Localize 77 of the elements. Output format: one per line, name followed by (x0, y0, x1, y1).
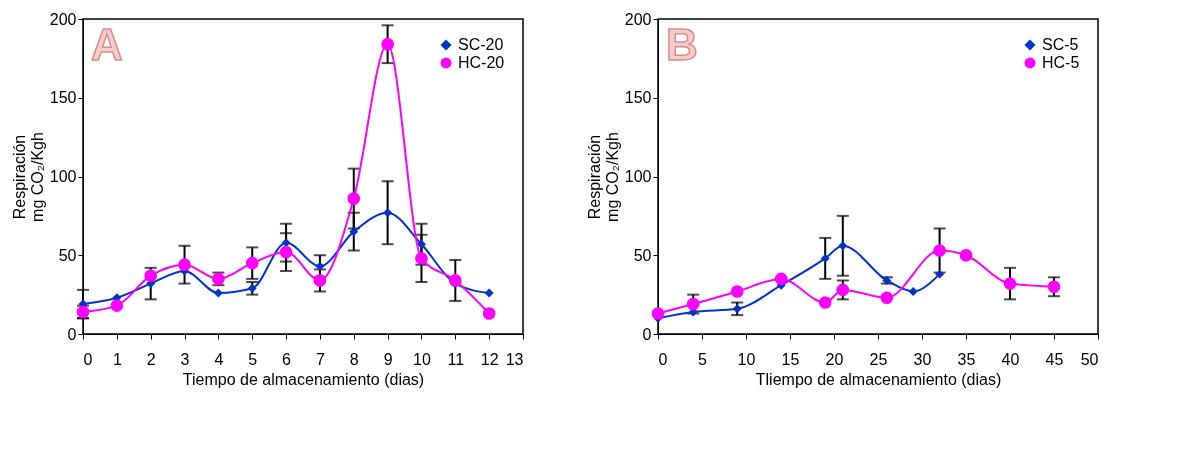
point (110, 299, 124, 312)
y-axis-title: Respiración mg CO₂/Kgh (585, 132, 621, 222)
y-tick-label: 50 (633, 246, 652, 264)
legend-label: SC-5 (1042, 36, 1079, 53)
x-tick-label: 12 (480, 350, 499, 368)
y-tick-label: 150 (624, 89, 652, 107)
legend-label: HC-5 (1042, 54, 1080, 71)
x-tick-label: 6 (282, 350, 292, 368)
x-tick-label: 0 (658, 350, 668, 368)
x-tick-label: 35 (957, 350, 976, 368)
legend-label: SC-20 (458, 36, 504, 53)
point (959, 248, 973, 262)
point (836, 283, 850, 297)
point (908, 287, 918, 296)
y-axis-title: Respiración mg CO₂/Kgh (10, 132, 46, 222)
point (820, 253, 830, 263)
point (347, 192, 361, 205)
point (484, 288, 494, 298)
point (482, 307, 496, 320)
y-tick-label: 0 (642, 325, 652, 343)
point (144, 269, 158, 283)
x-tick-label: 7 (315, 350, 325, 368)
point (213, 288, 223, 298)
x-axis-title: Tiempo de almacenamiento (dias) (182, 370, 425, 388)
y-tick-label: 200 (49, 10, 77, 28)
y-tick-label: 200 (624, 10, 652, 28)
y-tick-label: 100 (49, 168, 77, 185)
x-tick-label: 13 (505, 350, 524, 368)
x-tick-label: 10 (737, 350, 756, 368)
x-tick-label: 1 (112, 350, 122, 368)
x-tick-label: 0 (83, 350, 93, 368)
y-tick-label: 100 (624, 168, 652, 185)
point (415, 252, 428, 265)
chart-title: A (91, 20, 123, 69)
point (818, 296, 832, 309)
y-tick-label: 150 (49, 89, 77, 107)
point (178, 258, 191, 272)
x-tick-label: 10 (413, 350, 431, 368)
x-tick-label: 40 (1001, 350, 1020, 368)
point (774, 272, 788, 286)
legend-label: HC-20 (458, 54, 505, 71)
point (383, 208, 393, 218)
point (448, 274, 462, 287)
point (245, 256, 259, 270)
point (935, 269, 945, 279)
point (315, 261, 325, 271)
x-tick-label: 3 (180, 350, 190, 368)
x-tick-label: 8 (349, 350, 359, 368)
x-tick-label: 25 (869, 350, 888, 368)
x-tick-label: 11 (447, 350, 465, 368)
point (349, 227, 359, 237)
y-tick-label: 50 (58, 246, 77, 264)
point (880, 291, 894, 305)
point (381, 37, 394, 51)
chart-title: B (666, 20, 698, 69)
x-tick-label: 15 (781, 350, 800, 368)
x-tick-label: 45 (1045, 350, 1064, 368)
point (838, 241, 848, 251)
point (279, 245, 293, 259)
x-tick-label: 20 (825, 350, 844, 368)
point (730, 285, 744, 298)
x-tick-label: 5 (248, 350, 258, 368)
point (1047, 280, 1061, 294)
x-tick-label: 4 (214, 350, 224, 368)
point (1003, 277, 1017, 290)
x-tick-label: 5 (698, 350, 708, 368)
x-tick-label: 9 (383, 350, 393, 368)
point (76, 305, 90, 319)
point (651, 307, 665, 320)
x-axis-title: Tliempo de almacenamiento (dias) (755, 370, 1002, 388)
x-tick-label: 30 (913, 350, 932, 368)
x-tick-label: 50 (1080, 350, 1099, 368)
point (686, 297, 700, 311)
point (313, 274, 327, 287)
point (933, 244, 946, 257)
y-tick-label: 0 (67, 325, 77, 343)
x-tick-label: 2 (146, 350, 156, 368)
